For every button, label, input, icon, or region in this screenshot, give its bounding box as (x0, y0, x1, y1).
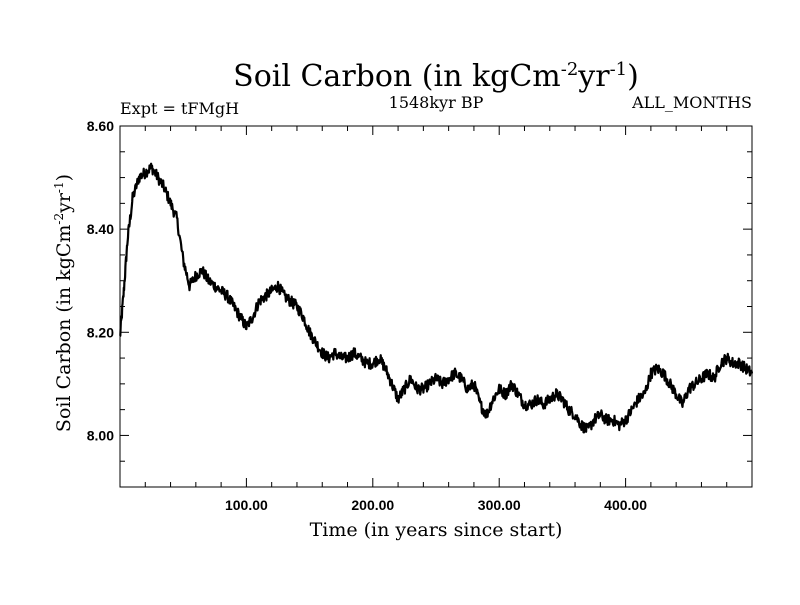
x-tick-label: 400.00 (604, 497, 647, 513)
x-ticks: 100.00 200.00 300.00 400.00 (144, 126, 728, 513)
series-layer (119, 162, 754, 434)
x-tick-label: 100.00 (225, 497, 268, 513)
y-tick-label: 8.60 (87, 118, 114, 134)
y-tick-label: 8.40 (87, 221, 114, 237)
chart-title: Soil Carbon (in kgCm-2yr-1) (233, 59, 639, 94)
y-ticks: 8.00 8.20 8.40 8.60 (87, 118, 752, 462)
y-tick-label: 8.00 (87, 427, 114, 443)
experiment-label: Expt = tFMgH (120, 99, 239, 118)
plot-frame (119, 125, 753, 488)
x-tick-label: 200.00 (351, 497, 394, 513)
period-label: 1548kyr BP (389, 93, 484, 112)
y-tick-label: 8.20 (87, 324, 114, 340)
y-axis-label: Soil Carbon (in kgCm-2yr-1) (52, 174, 75, 432)
x-tick-label: 300.00 (478, 497, 521, 513)
months-label: ALL_MONTHS (631, 93, 752, 112)
x-axis-label: Time (in years since start) (310, 519, 563, 541)
series-line (119, 162, 754, 434)
